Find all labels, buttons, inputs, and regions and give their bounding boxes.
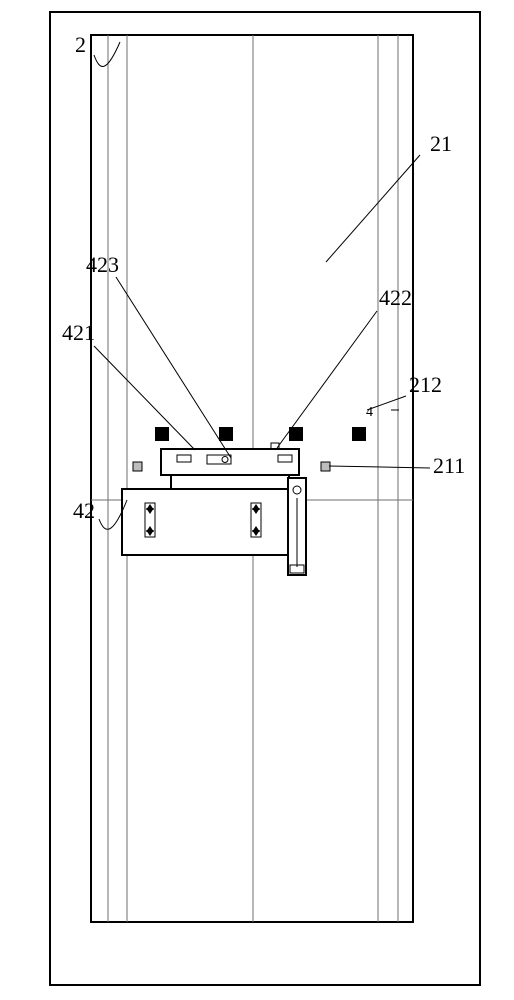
black-box-0 — [155, 427, 169, 441]
black-box-1 — [219, 427, 233, 441]
callout-212: 212 — [409, 372, 442, 397]
callout-421: 421 — [62, 320, 95, 345]
side-stud-1 — [321, 462, 330, 471]
bracket-body — [122, 489, 288, 555]
black-box-3 — [352, 427, 366, 441]
callout-21: 21 — [430, 131, 452, 156]
callout-2: 2 — [75, 32, 86, 57]
callout-211: 211 — [433, 453, 465, 478]
callout-42: 42 — [73, 498, 95, 523]
callout-422: 422 — [379, 285, 412, 310]
ref-4: 4 — [366, 405, 373, 420]
side-stud-0 — [133, 462, 142, 471]
callout-423: 423 — [86, 252, 119, 277]
bracket-neck — [171, 475, 289, 489]
